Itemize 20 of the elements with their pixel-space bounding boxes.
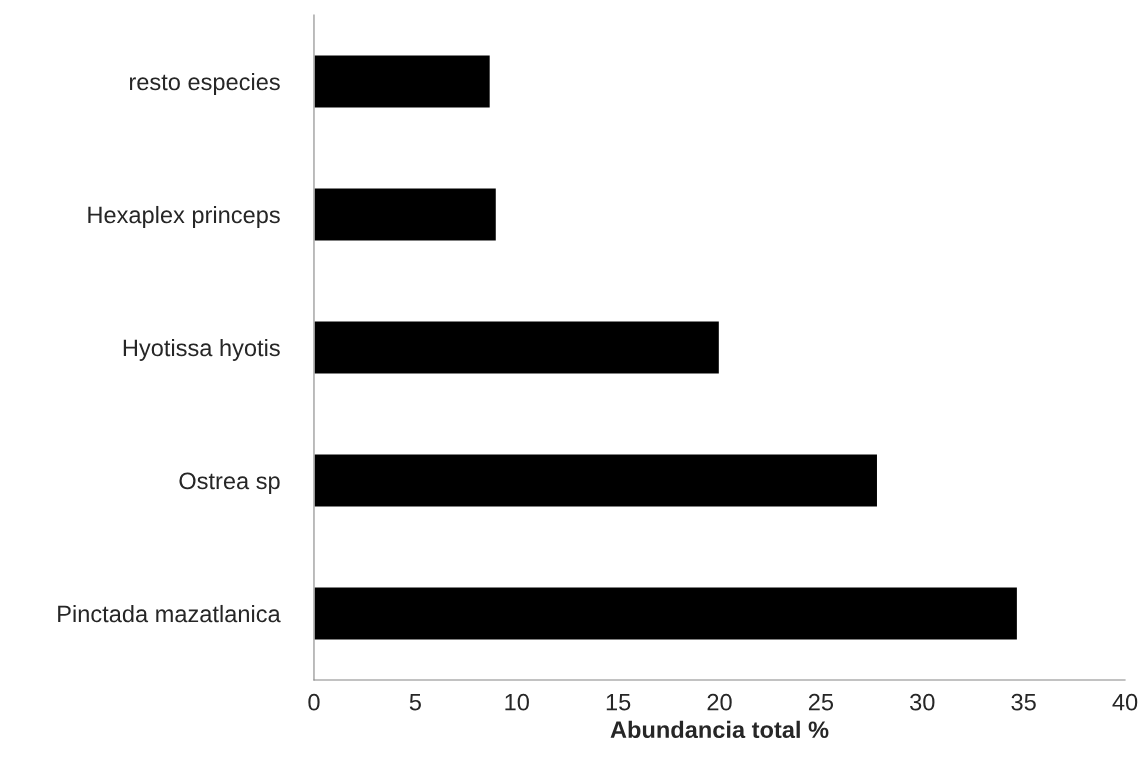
x-tick-label: 30	[910, 693, 935, 711]
x-tick-label: 0	[308, 693, 320, 711]
x-tick-label: 35	[1011, 693, 1036, 711]
y-tick-label: Pinctada mazatlanica	[58, 604, 281, 623]
x-tick-label: 20	[707, 693, 732, 711]
bar	[313, 54, 492, 109]
x-tick-label: 40	[1112, 693, 1138, 711]
y-tick-label: resto especies	[129, 72, 280, 95]
x-tick-label: 10	[505, 693, 529, 711]
y-tick-label: Hyotissa hyotis	[123, 338, 280, 361]
x-tick-label: 5	[409, 694, 421, 711]
bar	[313, 453, 879, 508]
x-tick-label: 15	[606, 694, 631, 711]
y-tick-label: Hexaplex princeps	[88, 205, 280, 228]
x-tick-label: 25	[808, 693, 834, 711]
bar	[313, 320, 721, 375]
y-tick-label: Ostrea sp	[179, 472, 280, 494]
bar	[313, 586, 1019, 641]
bar	[313, 187, 498, 242]
x-axis-title: Abundancia total %	[610, 720, 829, 739]
